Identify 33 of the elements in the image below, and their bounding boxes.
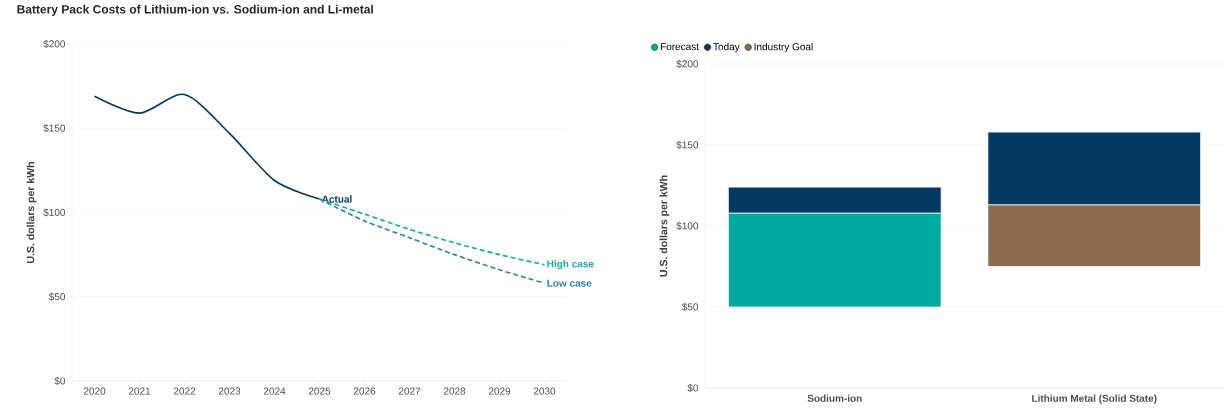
series-label: High case <box>547 260 594 270</box>
x-tick-label: 2025 <box>308 387 331 395</box>
y-tick-label: $100 <box>676 221 699 231</box>
x-tick-label: 2023 <box>218 387 241 395</box>
y-tick-label: $150 <box>676 140 699 150</box>
x-tick-label: 2030 <box>533 387 556 395</box>
y-tick-label: $150 <box>43 124 66 133</box>
legend-label: Forecast <box>660 43 699 51</box>
x-tick-label: 2026 <box>353 387 376 395</box>
y-tick-label: $0 <box>54 376 66 386</box>
line-series <box>93 93 321 200</box>
x-tick-label: 2021 <box>128 387 151 395</box>
y-axis-title: U.S. dollars per kWh <box>659 175 670 277</box>
x-tick-label: Lithium Metal (Solid State) <box>1032 394 1157 404</box>
y-axis-title: U.S. dollars per kWh <box>26 162 37 263</box>
y-tick-label: $0 <box>687 383 699 393</box>
x-tick-label: 2024 <box>263 387 286 395</box>
y-tick-label: $50 <box>681 302 699 312</box>
legend-label: Today <box>713 42 740 53</box>
series-label: Actual <box>321 195 352 203</box>
x-tick-label: 2029 <box>488 387 511 395</box>
y-tick-label: $50 <box>48 292 66 301</box>
legend-label: Industry Goal <box>754 42 813 53</box>
series-label: Low case <box>547 279 592 287</box>
chart-title: Battery Pack Costs of Lithium-ion vs. Sodium-ion and Li-metal <box>17 4 373 16</box>
x-tick-label: Sodium-ion <box>807 394 862 402</box>
x-tick-label: 2027 <box>398 387 421 395</box>
x-tick-label: 2022 <box>173 387 196 395</box>
x-tick-label: 2020 <box>83 387 106 395</box>
y-tick-label: $200 <box>676 59 699 69</box>
x-tick-label: 2028 <box>443 387 466 395</box>
y-tick-label: $100 <box>43 208 66 217</box>
y-tick-label: $200 <box>43 39 66 49</box>
